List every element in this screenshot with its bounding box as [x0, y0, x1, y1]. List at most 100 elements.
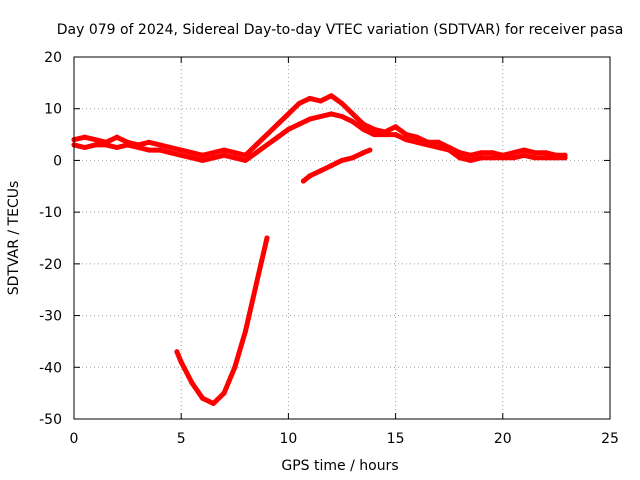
data-point-noisy-baseline-lower-17 — [253, 150, 259, 156]
data-point-noisy-baseline-lower-31 — [403, 137, 409, 143]
series-line-deep-depletion-segment — [174, 235, 270, 406]
data-point-noisy-baseline-upper-19 — [275, 121, 281, 127]
plot-frame — [73, 56, 611, 420]
x-tick-label-5: 25 — [601, 431, 619, 447]
data-point-noisy-baseline-lower-29 — [382, 132, 388, 138]
data-point-noisy-baseline-upper-26 — [350, 111, 356, 117]
data-point-noisy-baseline-lower-44 — [543, 155, 549, 161]
data-point-noisy-baseline-lower-11 — [189, 155, 195, 161]
data-point-noisy-baseline-lower-37 — [468, 157, 474, 163]
data-point-noisy-baseline-lower-14 — [221, 152, 227, 158]
data-point-noisy-baseline-lower-6 — [135, 145, 141, 150]
data-point-deep-depletion-segment-9 — [264, 235, 270, 241]
y-tick-label-6: 10 — [44, 102, 62, 118]
data-point-noisy-baseline-lower-19 — [275, 134, 281, 140]
data-point-noisy-baseline-upper-24 — [328, 93, 334, 99]
data-point-noisy-baseline-lower-40 — [500, 155, 506, 161]
data-point-noisy-baseline-lower-34 — [436, 145, 441, 150]
y-tick-label-2: -30 — [39, 309, 62, 325]
data-point-noisy-baseline-upper-21 — [296, 101, 302, 106]
data-point-noisy-baseline-upper-38 — [478, 150, 484, 156]
data-point-noisy-baseline-upper-42 — [521, 147, 527, 153]
data-point-noisy-baseline-lower-2 — [92, 142, 98, 148]
x-axis-label: GPS time / hours — [281, 458, 398, 474]
data-point-noisy-baseline-lower-24 — [328, 111, 334, 117]
data-point-noisy-baseline-upper-9 — [168, 145, 173, 150]
y-tick-label-1: -40 — [39, 360, 62, 376]
data-point-noisy-baseline-lower-42 — [521, 152, 527, 158]
x-tick-label-4: 20 — [494, 431, 512, 447]
data-point-noisy-baseline-lower-7 — [146, 147, 152, 153]
data-point-noisy-baseline-lower-4 — [114, 145, 120, 150]
data-point-noisy-baseline-lower-3 — [103, 142, 109, 148]
x-tick-label-0: 0 — [70, 431, 79, 447]
data-point-noisy-baseline-lower-23 — [318, 114, 324, 119]
y-tick-label-3: -20 — [39, 257, 62, 273]
data-point-noisy-baseline-upper-23 — [318, 98, 324, 104]
y-tick-label-5: 0 — [53, 153, 62, 169]
data-point-noisy-baseline-lower-1 — [82, 145, 88, 150]
tick-layer: 0 5 10 15 20 25 -50 -40 -30 -20 -10 0 10 20 — [39, 50, 619, 447]
data-point-noisy-baseline-upper-28 — [371, 126, 377, 132]
data-point-noisy-baseline-upper-15 — [232, 150, 238, 156]
data-point-noisy-baseline-lower-41 — [511, 155, 516, 161]
data-point-deep-depletion-segment-5 — [221, 390, 227, 396]
data-point-deep-depletion-segment-0 — [174, 349, 180, 355]
data-point-late-rise-segment-1 — [307, 173, 313, 179]
data-point-deep-depletion-segment-2 — [189, 380, 195, 386]
data-point-noisy-baseline-lower-12 — [200, 157, 206, 163]
data-point-noisy-baseline-lower-43 — [532, 155, 538, 161]
data-point-noisy-baseline-lower-26 — [350, 119, 356, 125]
data-point-noisy-baseline-lower-28 — [371, 132, 377, 138]
data-point-noisy-baseline-lower-27 — [360, 126, 366, 132]
data-point-noisy-baseline-upper-31 — [403, 132, 409, 138]
data-point-noisy-baseline-upper-8 — [157, 142, 163, 148]
data-point-noisy-baseline-lower-22 — [307, 116, 313, 122]
data-point-noisy-baseline-upper-13 — [210, 150, 216, 156]
data-point-deep-depletion-segment-4 — [210, 401, 216, 406]
data-point-noisy-baseline-lower-25 — [339, 114, 345, 119]
data-point-noisy-baseline-upper-7 — [146, 139, 152, 145]
data-point-deep-depletion-segment-6 — [232, 364, 238, 370]
data-point-noisy-baseline-upper-4 — [114, 134, 120, 140]
x-tick-label-2: 10 — [279, 431, 297, 447]
data-point-deep-depletion-segment-1 — [178, 359, 184, 365]
y-tick-label-4: -10 — [39, 205, 62, 221]
series-layer — [71, 93, 568, 406]
data-point-noisy-baseline-lower-45 — [553, 155, 559, 161]
data-point-late-rise-segment-3 — [328, 163, 334, 169]
data-point-late-rise-segment-2 — [318, 168, 324, 174]
data-point-noisy-baseline-lower-32 — [414, 139, 420, 145]
data-point-late-rise-segment-7 — [367, 147, 373, 153]
data-point-noisy-baseline-lower-46 — [562, 155, 568, 161]
data-point-noisy-baseline-upper-34 — [436, 139, 441, 145]
data-point-noisy-baseline-lower-35 — [446, 147, 452, 153]
data-point-noisy-baseline-upper-10 — [178, 147, 184, 153]
data-point-noisy-baseline-upper-30 — [393, 124, 399, 130]
data-point-noisy-baseline-upper-17 — [253, 142, 259, 148]
data-point-noisy-baseline-upper-41 — [511, 150, 516, 156]
data-point-late-rise-segment-6 — [360, 150, 366, 156]
data-point-noisy-baseline-lower-36 — [457, 155, 463, 161]
data-point-noisy-baseline-upper-14 — [221, 147, 227, 153]
data-point-noisy-baseline-lower-21 — [296, 121, 302, 127]
data-point-deep-depletion-segment-8 — [253, 282, 259, 287]
data-point-noisy-baseline-lower-13 — [210, 155, 216, 161]
y-tick-label-7: 20 — [44, 50, 62, 66]
data-point-noisy-baseline-upper-43 — [532, 150, 538, 156]
data-point-noisy-baseline-lower-30 — [393, 132, 399, 138]
x-tick-label-3: 15 — [387, 431, 405, 447]
data-point-noisy-baseline-lower-9 — [168, 150, 173, 156]
data-point-noisy-baseline-lower-8 — [157, 147, 163, 153]
data-point-deep-depletion-segment-3 — [200, 395, 206, 401]
data-point-noisy-baseline-lower-39 — [489, 155, 495, 161]
data-point-late-rise-segment-5 — [350, 155, 356, 161]
y-axis-label: SDTVAR / TECUs — [6, 181, 22, 296]
data-point-noisy-baseline-upper-25 — [339, 101, 345, 106]
y-tick-label-0: -50 — [39, 412, 62, 428]
data-point-noisy-baseline-upper-20 — [285, 111, 291, 117]
data-point-noisy-baseline-upper-18 — [264, 132, 270, 138]
chart-title: Day 079 of 2024, Sidereal Day-to-day VTE… — [57, 22, 624, 38]
